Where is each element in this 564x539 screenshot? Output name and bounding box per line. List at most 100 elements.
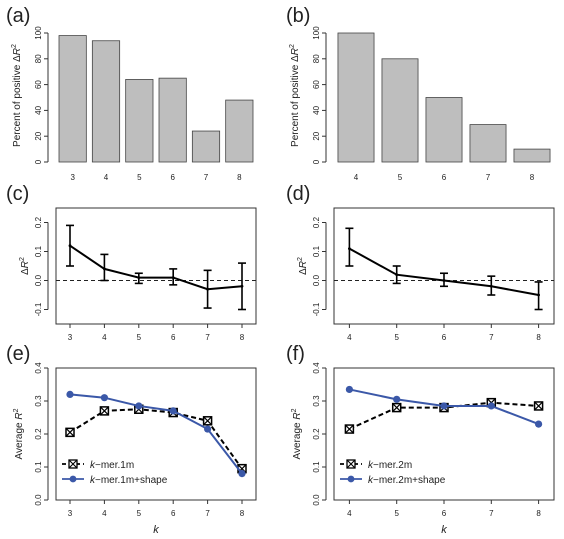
legend-circle	[69, 475, 77, 483]
panel-label: (e)	[6, 343, 30, 365]
x-tick-label: 3	[68, 333, 73, 342]
x-tick-label: 4	[104, 173, 109, 182]
circle-marker	[238, 470, 246, 478]
x-axis: 4 5 6 7 8	[347, 324, 541, 342]
y-tick-label: 20	[34, 131, 43, 140]
bar-7	[469, 124, 507, 163]
y-tick-label: 0.1	[34, 245, 43, 257]
y-axis-title: Average R2	[13, 408, 25, 459]
y-tick-label: 0.0	[312, 274, 321, 286]
y-axis: 0 20 40 60 80 100 Percent of positive ΔR2	[11, 26, 49, 164]
x-tick-label: 7	[205, 509, 210, 518]
x-tick-label: 8	[536, 509, 541, 518]
series-line	[69, 393, 243, 475]
plot-frame	[333, 207, 555, 325]
data-point	[240, 284, 244, 288]
panel-label: (a)	[6, 5, 30, 27]
axis-y-axis: -0.1 0.0 0.1 0.2 ΔR2	[297, 216, 327, 316]
x-tick-label: 8	[530, 173, 535, 182]
y-tick-label: 0.2	[312, 216, 321, 228]
legend-cross	[68, 459, 78, 469]
x-tick-label: 5	[394, 333, 399, 342]
marker-cross	[344, 424, 354, 434]
marker-cross	[99, 406, 109, 416]
bar-8	[513, 148, 551, 163]
x-axis: 4 5 6 7 8	[347, 500, 541, 518]
panel-b: (b) 0 20 40 60 80 100 Percent of positive ΔR2 4 5…	[286, 5, 551, 182]
panel-a: (a) 0 20 40 60 80 100 Percent of positive ΔR2 3 4…	[6, 5, 254, 182]
y-axis-title: Percent of positive ΔR2	[11, 44, 23, 147]
marker-cross	[534, 401, 544, 411]
x-tick-label: 6	[442, 173, 447, 182]
bar-5	[125, 79, 154, 163]
data-point	[348, 247, 351, 251]
circle-marker	[345, 385, 353, 394]
x-tick-label: 5	[398, 173, 403, 182]
axis-y-axis: -0.1 0.0 0.1 0.2 ΔR2	[19, 216, 49, 316]
marker-cross	[203, 416, 213, 426]
y-tick-label: 0	[34, 159, 43, 164]
y-axis-title: Average R2	[291, 408, 303, 459]
panel-d: (d) -0.1 0.0 0.1 0.2 ΔR2 4 5 6 7 8	[286, 183, 555, 342]
y-tick-label: 0.0	[34, 494, 43, 506]
plot-frame	[55, 207, 257, 325]
x-tick-label: 6	[170, 173, 175, 182]
y-tick-label: 80	[34, 54, 43, 63]
y-tick-label: 80	[312, 54, 321, 63]
axis-y-axis: 0.0 0.1 0.2 0.3 0.4 Average R2	[291, 362, 327, 506]
panel-label: (f)	[286, 343, 305, 365]
y-tick-label: 100	[312, 26, 321, 40]
bar-3	[58, 35, 87, 163]
bar-4	[337, 32, 375, 163]
circle-marker	[440, 402, 448, 410]
x-tick-label: 6	[442, 333, 447, 342]
legend-label: k−mer.1m	[90, 460, 134, 471]
x-tick-label: 8	[240, 333, 245, 342]
panel-f: (f) 0.0 0.1 0.2 0.3 0.4 Average R2 4 5 6 7 8 k k−mer.…	[286, 343, 555, 536]
x-tick-label: 7	[489, 509, 494, 518]
panel-c: (c) -0.1 0.0 0.1 0.2 ΔR2 3 4 5 6 7 8	[6, 183, 257, 342]
y-tick-label: 0.4	[34, 362, 43, 374]
data-point	[395, 273, 399, 277]
data-point	[442, 279, 446, 282]
x-axis-title: k	[153, 524, 159, 536]
panel-label: (d)	[286, 183, 310, 205]
x-tick-label: 5	[137, 333, 142, 342]
y-tick-label: 0.3	[34, 395, 43, 407]
x-tick-label: 8	[536, 333, 541, 342]
data-point	[171, 276, 175, 279]
circle-marker	[135, 402, 143, 410]
y-axis-title: ΔR2	[297, 257, 309, 275]
circle-marker	[100, 394, 108, 402]
panel-label: (c)	[6, 183, 29, 205]
x-tick-label: 3	[70, 173, 75, 182]
series-0	[345, 227, 543, 311]
legend: k−mer.1m k−mer.1m+shape	[62, 459, 168, 486]
bar-5	[381, 58, 419, 163]
y-tick-label: 40	[312, 105, 321, 114]
series-line	[69, 244, 243, 291]
y-axis-title: ΔR2	[19, 257, 31, 275]
legend-label: k−mer.2m	[368, 460, 412, 471]
x-tick-label: 7	[205, 333, 210, 342]
x-axis-title: k	[441, 524, 447, 536]
series-line	[69, 408, 243, 470]
series-line	[348, 247, 539, 296]
bar-8	[225, 99, 254, 163]
y-tick-label: 0.0	[312, 494, 321, 506]
y-tick-label: 60	[312, 80, 321, 89]
y-tick-label: 0.1	[34, 461, 43, 473]
bar-6	[158, 77, 187, 163]
y-tick-label: 0	[312, 159, 321, 164]
bar-6	[425, 97, 463, 163]
x-axis: 3 4 5 6 7 8	[68, 324, 245, 342]
x-tick-label: 4	[102, 509, 107, 518]
x-tick-label: 4	[354, 173, 359, 182]
x-tick-label: 4	[347, 333, 352, 342]
x-tick-label: 3	[68, 509, 73, 518]
y-tick-label: -0.1	[312, 302, 321, 316]
y-tick-label: 0.4	[312, 362, 321, 374]
y-tick-label: 0.1	[312, 461, 321, 473]
y-tick-label: 0.2	[34, 216, 43, 228]
